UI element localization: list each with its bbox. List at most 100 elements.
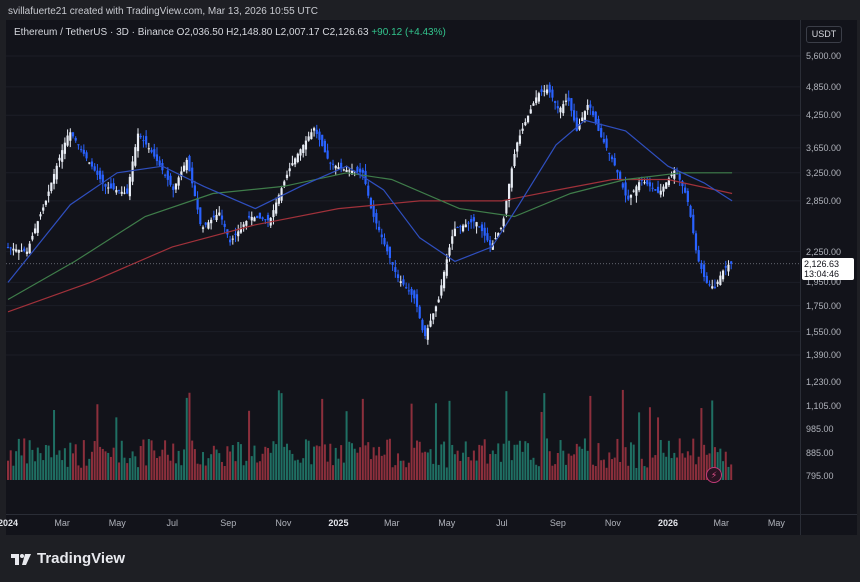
volume-bar	[353, 448, 356, 480]
volume-bar	[559, 440, 562, 480]
volume-bar	[632, 444, 635, 480]
candle-body	[96, 170, 99, 175]
volume-bar	[226, 446, 229, 480]
candle-body	[296, 153, 299, 162]
volume-bar	[126, 463, 129, 480]
volume-bar	[605, 467, 608, 480]
volume-bar	[727, 466, 730, 480]
volume-bar	[96, 404, 99, 480]
volume-bar	[665, 456, 668, 480]
volume-bar	[437, 464, 440, 480]
volume-bar	[285, 443, 288, 480]
volume-bar	[28, 440, 31, 480]
candle-body	[220, 215, 224, 220]
candle-body	[93, 166, 96, 171]
volume-bar	[361, 398, 364, 480]
candle-body	[478, 226, 481, 228]
volume-bar	[44, 445, 47, 480]
volume-bar	[204, 465, 207, 480]
legend: Ethereum / TetherUS · 3D · Binance O2,03…	[14, 27, 446, 38]
candle-body	[280, 188, 283, 201]
volume-bar	[567, 453, 570, 480]
volume-bar	[405, 467, 408, 480]
volume-bar	[169, 460, 172, 480]
candle-body	[337, 167, 340, 170]
candle-body	[188, 155, 191, 172]
volume-bar	[164, 440, 167, 480]
candle-body	[659, 190, 662, 195]
y-tick-label: 795.00	[806, 471, 834, 481]
volume-bar	[318, 446, 321, 480]
volume-bar	[681, 453, 684, 480]
volume-bar	[329, 443, 332, 480]
candle-body	[180, 171, 183, 177]
candle-body	[117, 189, 121, 191]
volume-bar	[280, 393, 283, 480]
volume-bar	[597, 443, 600, 480]
volume-bar	[518, 440, 521, 480]
last-price-value: 2,126.63	[804, 259, 840, 269]
volume-bar	[621, 389, 624, 480]
candle-body	[518, 135, 522, 144]
chart-area[interactable]	[6, 20, 800, 514]
volume-bar	[321, 398, 324, 480]
candle-body	[507, 183, 511, 201]
volume-bar	[513, 444, 516, 480]
volume-bar	[703, 444, 706, 480]
volume-bar	[58, 450, 61, 480]
volume-bar	[364, 445, 367, 480]
candle-body	[58, 157, 61, 161]
candle-body	[619, 171, 622, 180]
lightning-bolt-icon[interactable]: ⚡	[706, 467, 722, 483]
candle-body	[294, 158, 297, 165]
candle-body	[107, 187, 110, 189]
volume-bar	[716, 452, 719, 480]
volume-bar	[242, 465, 245, 480]
volume-bar	[99, 446, 102, 480]
candle-body	[277, 195, 280, 204]
candle-body	[326, 150, 329, 159]
candle-body	[318, 131, 321, 140]
volume-bar	[55, 454, 58, 480]
candle-body	[700, 263, 703, 270]
volume-bar	[713, 447, 716, 480]
candle-body	[705, 275, 708, 283]
y-tick-label: 1,750.00	[806, 300, 842, 311]
candle-body	[670, 174, 673, 177]
candle-body	[145, 136, 148, 145]
candle-body	[223, 223, 226, 227]
volume-bar	[624, 447, 627, 480]
candle-body	[212, 215, 215, 218]
volume-bar	[199, 464, 202, 480]
candle-body	[410, 288, 413, 295]
volume-bar	[502, 443, 505, 480]
candle-body	[182, 165, 186, 172]
y-tick-label: 1,950.00	[806, 277, 842, 288]
candle-body	[163, 174, 167, 176]
volume-bar	[475, 460, 478, 480]
volume-bar	[350, 443, 353, 480]
volume-bar	[288, 450, 291, 480]
candle-body	[562, 104, 565, 114]
volume-bar	[543, 393, 546, 480]
candle-body	[591, 111, 595, 116]
currency-button[interactable]: USDT	[806, 26, 842, 43]
volume-bar	[375, 455, 378, 480]
candle-body	[109, 183, 113, 189]
candle-body	[25, 251, 29, 254]
candle-body	[464, 224, 467, 228]
legend-change: +90.12 (+4.43%)	[371, 27, 446, 38]
candle-body	[126, 188, 129, 194]
candle-body	[369, 197, 373, 209]
candle-body	[120, 191, 123, 194]
candle-body	[459, 226, 462, 228]
candle-body	[115, 190, 118, 193]
legend-symbol: Ethereum / TetherUS · 3D · Binance	[14, 27, 174, 38]
volume-bar	[223, 465, 226, 480]
candle-body	[39, 214, 42, 217]
candle-body	[413, 290, 416, 299]
time-axis[interactable]	[6, 514, 800, 535]
volume-bar	[294, 460, 297, 480]
ma-fast-line	[7, 119, 733, 283]
